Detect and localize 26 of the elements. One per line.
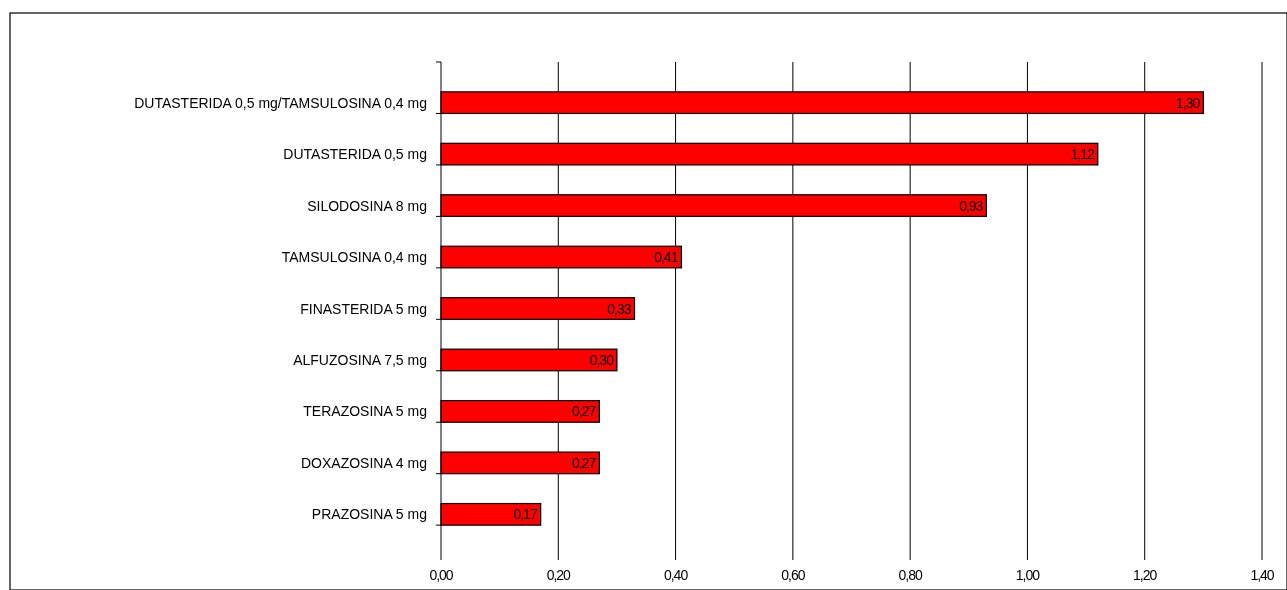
data-label: 0,41 xyxy=(654,249,679,266)
data-label: 1,30 xyxy=(1176,94,1201,111)
y-tick-label: SILODOSINA 8 mg xyxy=(307,197,427,214)
x-tick-label: 0,80 xyxy=(898,567,923,583)
y-tick-label: DUTASTERIDA 0,5 mg xyxy=(283,146,427,163)
x-tick-label: 1,00 xyxy=(1015,567,1041,583)
data-label: 0,33 xyxy=(607,300,632,317)
x-tick-label: 0,60 xyxy=(781,567,806,583)
y-tick-label: ALFUZOSINA 7,5 mg xyxy=(293,351,427,368)
data-label: 0,17 xyxy=(513,506,538,523)
y-tick-label: DOXAZOSINA 4 mg xyxy=(300,454,427,471)
y-tick-label: FINASTERIDA 5 mg xyxy=(300,300,427,317)
data-label: 0,27 xyxy=(572,454,597,471)
y-tick-label: DUTASTERIDA 0,5 mg/TAMSULOSINA 0,4 mg xyxy=(134,94,427,111)
x-tick-label: 1,40 xyxy=(1250,567,1275,583)
x-tick-label: 0,20 xyxy=(546,567,572,583)
y-tick-label: PRAZOSINA 5 mg xyxy=(311,506,427,523)
data-label: 0,93 xyxy=(959,197,984,214)
x-tick-label: 0,00 xyxy=(429,567,454,583)
y-tick-label: TERAZOSINA 5 mg xyxy=(303,403,427,420)
data-label: 0,27 xyxy=(572,403,597,420)
x-tick-label: 0,40 xyxy=(663,567,689,583)
data-label: 0,30 xyxy=(589,351,615,368)
y-tick-label: TAMSULOSINA 0,4 mg xyxy=(281,249,427,266)
data-label: 1,12 xyxy=(1070,146,1096,163)
x-tick-label: 1,20 xyxy=(1133,567,1158,583)
